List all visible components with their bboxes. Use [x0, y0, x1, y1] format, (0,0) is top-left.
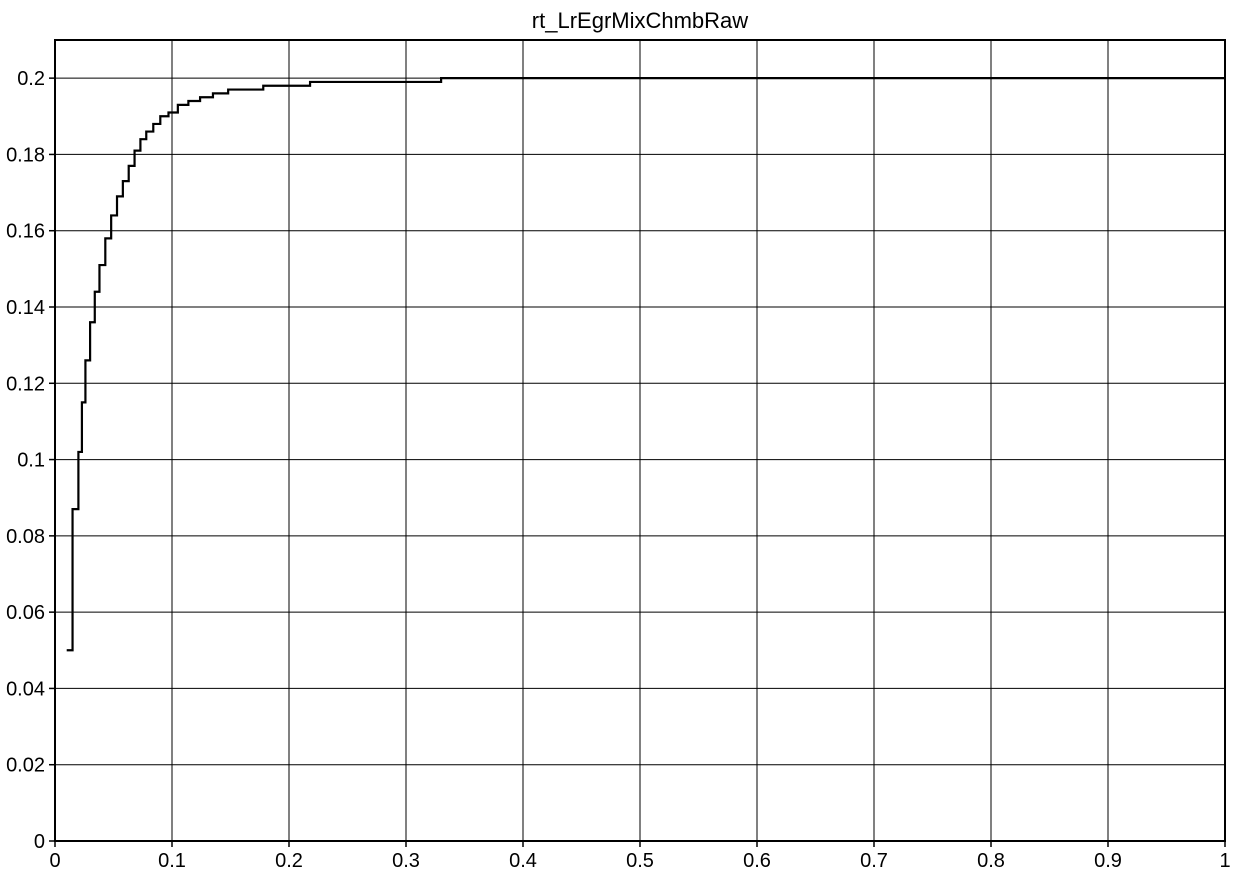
x-tick-label: 0.3	[392, 850, 420, 872]
y-tick-label: 0.02	[6, 755, 45, 777]
y-tick-label: 0.06	[6, 602, 45, 624]
y-tick-label: 0.12	[6, 373, 45, 395]
y-tick-label: 0	[34, 831, 45, 853]
x-tick-label: 0.1	[158, 850, 186, 872]
y-tick-label: 0.16	[6, 221, 45, 243]
x-tick-label: 0.5	[626, 850, 654, 872]
y-tick-label: 0.2	[17, 68, 45, 90]
x-tick-label: 0.6	[743, 850, 771, 872]
y-tick-label: 0.18	[6, 144, 45, 166]
chart-title: rt_LrEgrMixChmbRaw	[532, 8, 748, 33]
x-tick-label: 0.7	[860, 850, 888, 872]
x-tick-label: 0.9	[1094, 850, 1122, 872]
y-tick-label: 0.04	[6, 678, 45, 700]
line-chart: 0 0.1 0.2 0.3 0.4 0.5 0.6 0.7 0.8 0.9 1 0 0.02 0.04 0.…	[0, 0, 1240, 876]
x-tick-label: 0.2	[275, 850, 303, 872]
y-tick-label: 0.1	[17, 450, 45, 472]
x-tick-label: 0	[49, 850, 60, 872]
x-tick-label: 0.8	[977, 850, 1005, 872]
x-tick-label: 1	[1219, 850, 1230, 872]
x-tick-label: 0.4	[509, 850, 537, 872]
chart-container: 0 0.1 0.2 0.3 0.4 0.5 0.6 0.7 0.8 0.9 1 0 0.02 0.04 0.…	[0, 0, 1240, 876]
y-tick-label: 0.08	[6, 526, 45, 548]
y-tick-label: 0.14	[6, 297, 45, 319]
